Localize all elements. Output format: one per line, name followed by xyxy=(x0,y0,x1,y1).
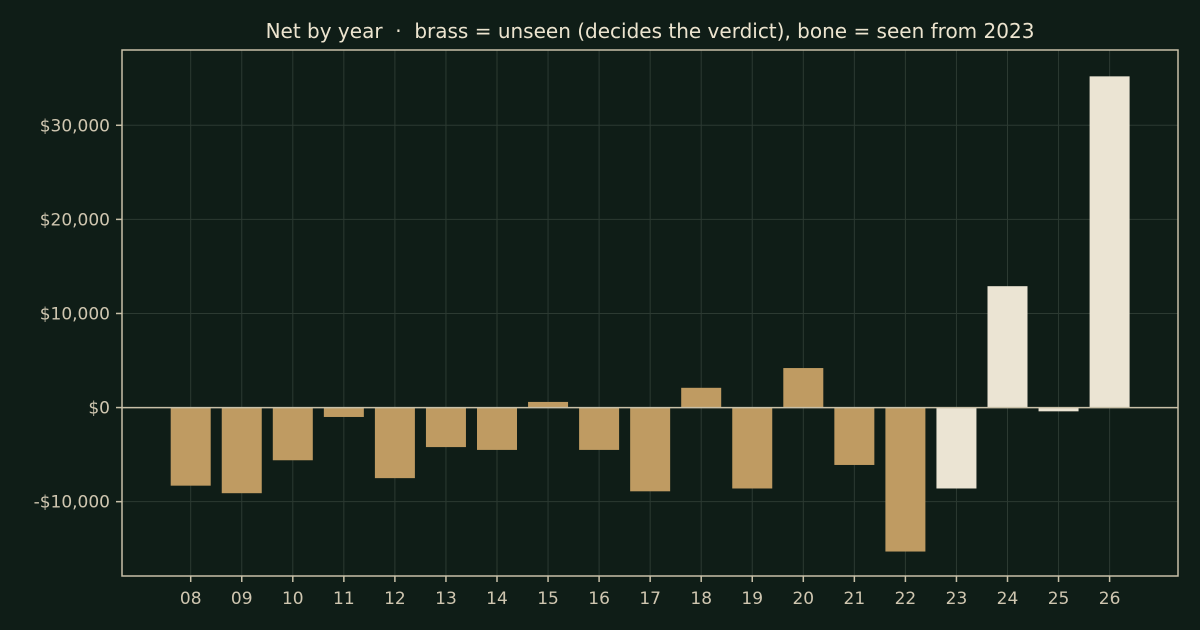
y-tick-label: $30,000 xyxy=(40,116,110,136)
x-tick-label: 12 xyxy=(384,589,406,609)
x-tick-label: 20 xyxy=(792,589,814,609)
x-tick-label: 10 xyxy=(282,589,304,609)
bar-21 xyxy=(834,407,875,465)
bar-16 xyxy=(579,407,620,450)
x-tick-label: 18 xyxy=(690,589,712,609)
tick-labels: -$10,000 $0 $10,000 $20,000 $30,000 08 09 10 11 1… xyxy=(34,116,1121,609)
chart-title: Net by year · brass = unseen (decides th… xyxy=(266,19,1035,43)
bar-12 xyxy=(374,407,415,479)
axes xyxy=(116,49,1179,582)
bar-26 xyxy=(1089,76,1130,408)
bar-17 xyxy=(630,407,671,492)
bar-11 xyxy=(323,407,364,417)
x-tick-label: 25 xyxy=(1048,589,1070,609)
bar-22 xyxy=(885,407,926,552)
bar-20 xyxy=(783,368,824,408)
bar-24 xyxy=(987,286,1028,408)
bar-15 xyxy=(528,401,569,408)
bar-18 xyxy=(681,387,722,408)
bars xyxy=(170,76,1130,552)
x-tick-label: 26 xyxy=(1099,589,1121,609)
bar-09 xyxy=(221,407,262,494)
bar-10 xyxy=(272,407,313,461)
bar-08 xyxy=(170,407,211,486)
x-tick-label: 22 xyxy=(895,589,917,609)
x-tick-label: 08 xyxy=(180,589,202,609)
y-tick-label: $20,000 xyxy=(40,210,110,230)
x-tick-label: 09 xyxy=(231,589,253,609)
y-tick-label: -$10,000 xyxy=(34,493,110,513)
x-tick-label: 23 xyxy=(946,589,968,609)
x-tick-label: 14 xyxy=(486,589,508,609)
bar-13 xyxy=(425,407,466,448)
bar-19 xyxy=(732,407,773,489)
bar-25 xyxy=(1038,407,1079,412)
x-tick-label: 11 xyxy=(333,589,355,609)
y-tick-label: $10,000 xyxy=(40,304,110,324)
x-tick-label: 16 xyxy=(588,589,610,609)
bar-14 xyxy=(477,407,517,450)
x-tick-label: 15 xyxy=(537,589,559,609)
x-tick-label: 17 xyxy=(639,589,661,609)
bar-23 xyxy=(936,407,977,489)
x-tick-label: 24 xyxy=(997,589,1019,609)
y-tick-label: $0 xyxy=(88,399,110,419)
x-tick-label: 13 xyxy=(435,589,457,609)
x-tick-label: 21 xyxy=(844,589,866,609)
x-tick-label: 19 xyxy=(741,589,763,609)
